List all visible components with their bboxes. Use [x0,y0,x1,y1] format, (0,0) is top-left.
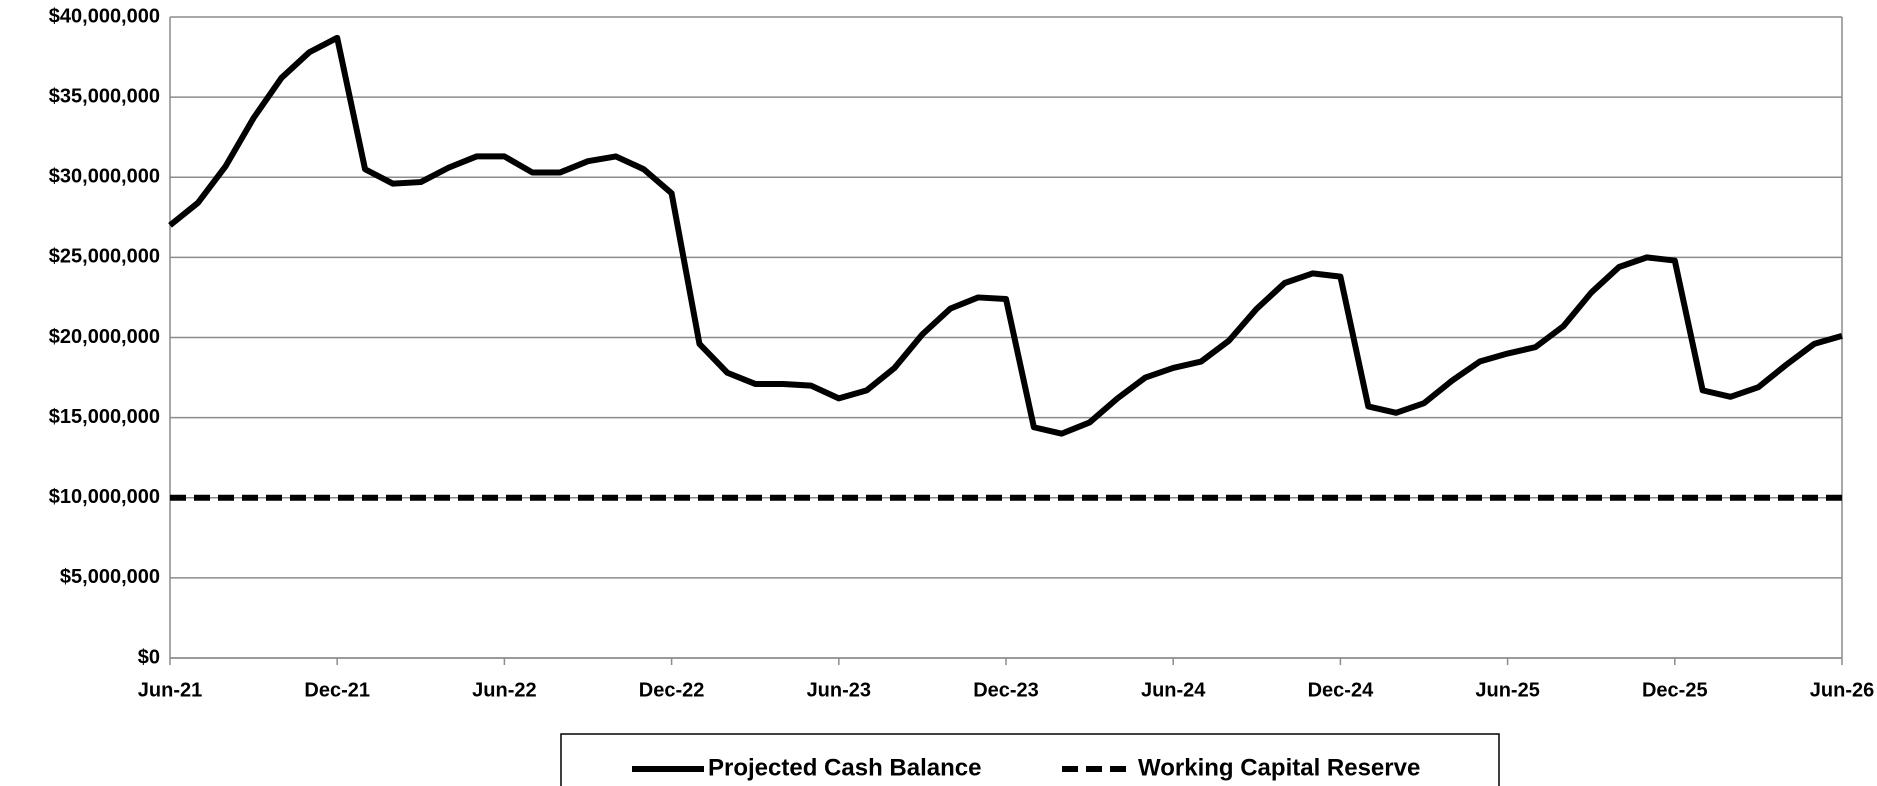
x-tick-label: Jun-26 [1810,679,1874,701]
y-tick-label: $20,000,000 [49,326,160,348]
series-line [168,34,1843,437]
legend-label: Working Capital Reserve [1138,754,1420,781]
x-tick-label: Jun-21 [138,679,202,701]
x-tick-label: Dec-23 [973,679,1039,701]
x-tick-label: Jun-22 [472,679,536,701]
x-tick-label: Jun-25 [1475,679,1539,701]
x-tick-label: Dec-22 [639,679,705,701]
y-tick-label: $35,000,000 [49,85,160,107]
x-tick-label: Jun-24 [1141,679,1206,701]
y-tick-label: $0 [138,646,160,668]
y-tick-label: $15,000,000 [49,406,160,428]
x-tick-label: Dec-25 [1642,679,1708,701]
y-tick-label: $40,000,000 [49,5,160,27]
legend-label: Projected Cash Balance [708,754,981,781]
y-tick-label: $25,000,000 [49,246,160,268]
legend-box [560,733,1500,786]
x-tick-label: Jun-23 [807,679,871,701]
x-tick-label: Dec-21 [304,679,370,701]
x-tick-label: Dec-24 [1308,679,1374,701]
y-tick-label: $10,000,000 [49,486,160,508]
y-tick-label: $30,000,000 [49,166,160,188]
y-tick-label: $5,000,000 [60,566,160,588]
